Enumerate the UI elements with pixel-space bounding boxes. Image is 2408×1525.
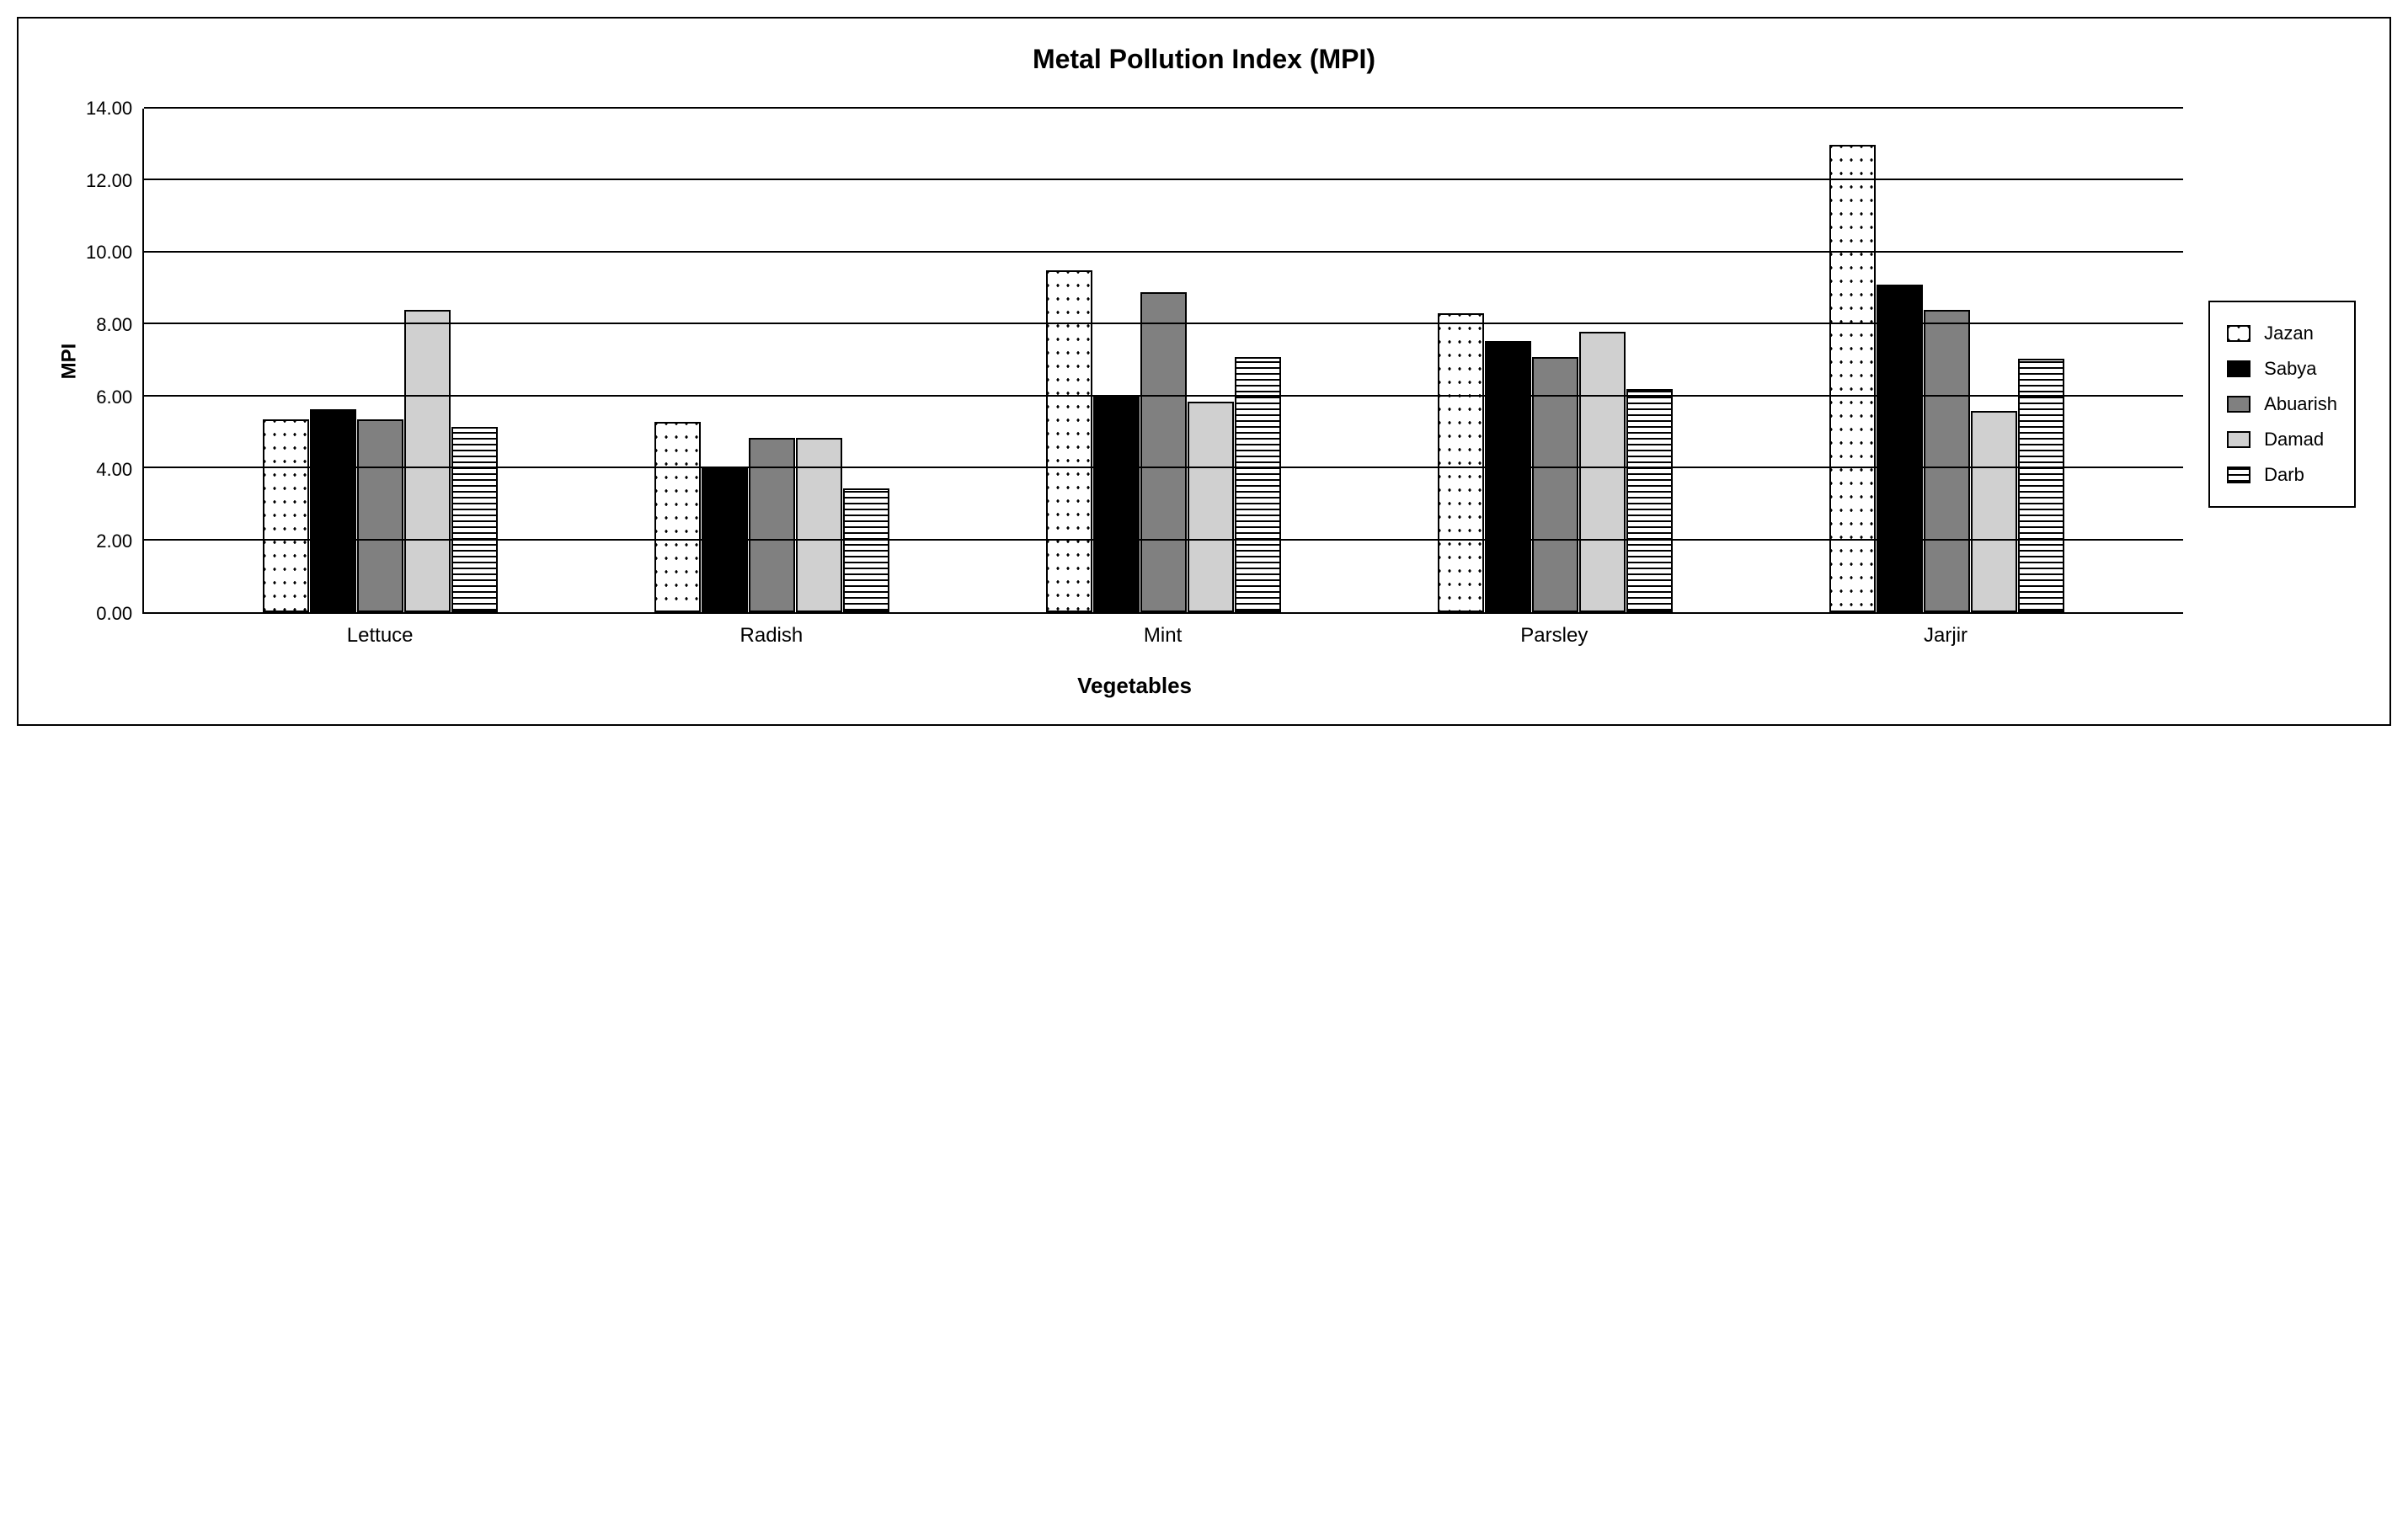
legend-item: Jazan xyxy=(2227,316,2337,351)
bar xyxy=(1877,285,1923,612)
gridline xyxy=(144,539,2183,541)
x-axis-labels: LettuceRadishMintParsleyJarjir xyxy=(142,614,2183,648)
bar xyxy=(1438,313,1484,612)
gridline xyxy=(144,323,2183,324)
legend: Jazan Sabya Abuarish Damad Darb xyxy=(2208,301,2356,508)
bar xyxy=(263,419,309,612)
x-axis-title: Vegetables xyxy=(86,673,2183,699)
bar xyxy=(1140,292,1187,612)
bar xyxy=(796,438,842,612)
legend-label: Sabya xyxy=(2264,358,2316,380)
gridline xyxy=(144,395,2183,397)
bar xyxy=(1046,270,1092,612)
legend-swatch xyxy=(2227,325,2250,342)
bar-group xyxy=(1359,109,1751,612)
bar xyxy=(404,310,451,612)
legend-label: Abuarish xyxy=(2264,393,2337,415)
legend-item: Abuarish xyxy=(2227,387,2337,422)
bar xyxy=(310,409,356,612)
gridline xyxy=(144,467,2183,468)
bar xyxy=(1579,332,1626,612)
x-tick-label: Radish xyxy=(576,614,968,648)
legend-item: Damad xyxy=(2227,422,2337,457)
bar-group xyxy=(1751,109,2143,612)
bar xyxy=(1924,310,1970,612)
bar xyxy=(1626,389,1673,612)
legend-item: Darb xyxy=(2227,457,2337,493)
bar xyxy=(1829,145,1876,612)
x-tick-label: Mint xyxy=(967,614,1359,648)
bar xyxy=(1188,402,1234,612)
gridline xyxy=(144,251,2183,253)
legend-swatch xyxy=(2227,360,2250,377)
legend-swatch xyxy=(2227,431,2250,448)
bar xyxy=(1971,411,2017,612)
legend-item: Sabya xyxy=(2227,351,2337,387)
bar-group xyxy=(576,109,968,612)
chart-container: Metal Pollution Index (MPI) MPI 14.0012.… xyxy=(17,17,2391,726)
chart-title: Metal Pollution Index (MPI) xyxy=(52,44,2356,75)
plot-wrapper: 14.0012.0010.008.006.004.002.000.00 Lett… xyxy=(86,109,2183,699)
bar xyxy=(843,488,889,612)
x-tick-label: Parsley xyxy=(1359,614,1750,648)
bar xyxy=(2018,359,2064,612)
bars-layer xyxy=(144,109,2183,612)
legend-swatch xyxy=(2227,467,2250,483)
legend-label: Damad xyxy=(2264,429,2324,451)
bar-group xyxy=(968,109,1359,612)
bar xyxy=(357,419,403,612)
gridline xyxy=(144,107,2183,109)
x-tick-label: Jarjir xyxy=(1750,614,2142,648)
bar-group xyxy=(184,109,576,612)
legend-swatch xyxy=(2227,396,2250,413)
bar xyxy=(749,438,795,612)
y-axis-label: MPI xyxy=(52,109,86,614)
bar xyxy=(702,468,748,612)
legend-label: Jazan xyxy=(2264,323,2314,344)
bar xyxy=(451,427,498,612)
bar xyxy=(1093,397,1140,612)
x-tick-label: Lettuce xyxy=(184,614,576,648)
plot-area xyxy=(142,109,2183,614)
y-axis-ticks: 14.0012.0010.008.006.004.002.000.00 xyxy=(86,109,142,614)
gridline xyxy=(144,179,2183,180)
chart-body: MPI 14.0012.0010.008.006.004.002.000.00 … xyxy=(52,109,2356,699)
bar xyxy=(654,422,701,612)
bar xyxy=(1485,341,1531,612)
legend-label: Darb xyxy=(2264,464,2304,486)
